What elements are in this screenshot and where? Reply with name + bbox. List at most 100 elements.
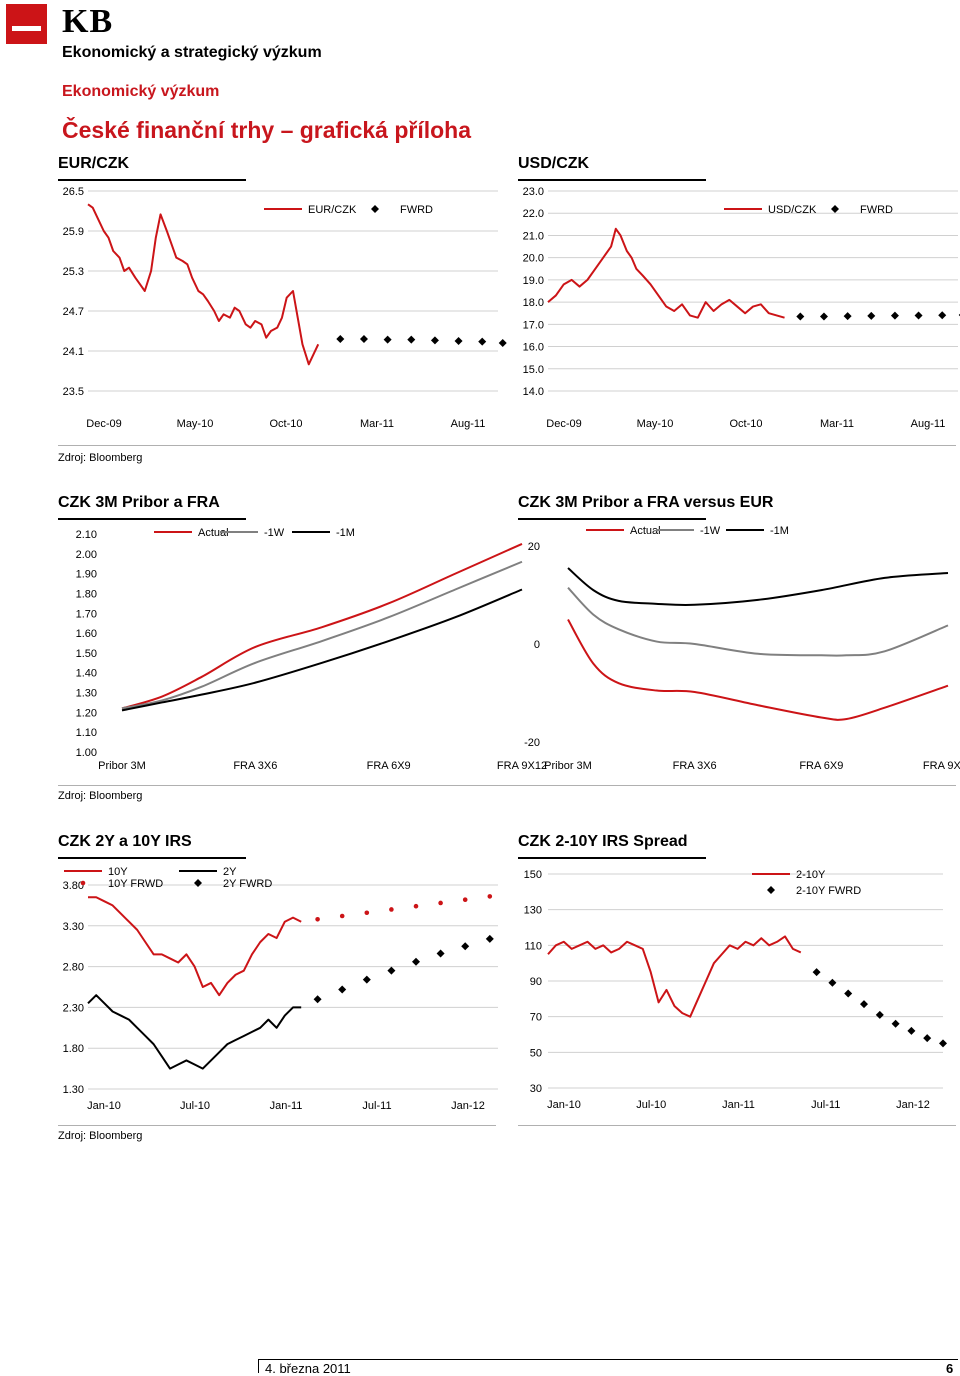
y-tick-label: 26.5	[63, 186, 84, 198]
data-point	[875, 1010, 884, 1019]
data-point	[454, 337, 463, 345]
page-number: 6	[946, 1361, 954, 1376]
x-tick-label: FRA 3X6	[233, 760, 277, 772]
y-tick-label: 2.80	[63, 962, 84, 974]
legend-symbol	[371, 205, 379, 213]
x-tick-label: FRA 6X9	[799, 760, 843, 772]
series-line	[121, 560, 523, 710]
chart-title: CZK 2-10Y IRS Spread	[518, 833, 688, 850]
data-point	[819, 312, 828, 321]
data-point	[412, 957, 420, 966]
y-tick-label: 1.30	[76, 688, 97, 700]
y-tick-label: 130	[524, 905, 542, 917]
panel-eurczk: EUR/CZK 26.5 25.9 25.3 24.7 24.1 23.5 Dec-09 Ma…	[58, 155, 507, 445]
divider	[58, 785, 956, 786]
source-note: Zdroj: Bloomberg	[58, 1130, 143, 1142]
data-point	[362, 975, 371, 984]
x-tick-label: Oct-10	[269, 418, 302, 430]
x-tick-label: FRA 6X9	[367, 760, 411, 772]
data-point	[413, 903, 419, 909]
series--1w	[567, 586, 949, 657]
x-tick-label: May-10	[637, 418, 674, 430]
data-point	[339, 913, 345, 919]
series-line	[87, 994, 302, 1070]
data-point	[462, 897, 468, 902]
title-underline	[518, 179, 706, 181]
y-tick-label: 24.1	[63, 346, 84, 358]
series-line	[567, 619, 949, 721]
legend: 2-10Y 2-10Y FWRD	[752, 869, 861, 897]
series-line	[547, 935, 802, 1018]
y-tick-label: 23.5	[63, 386, 84, 398]
legend-label: EUR/CZK	[308, 204, 357, 216]
y-tick-label: 15.0	[523, 364, 544, 376]
data-point	[338, 985, 347, 994]
data-point	[389, 907, 394, 912]
source-note: Zdroj: Bloomberg	[58, 452, 143, 464]
legend-label: 2-10Y FWRD	[796, 885, 861, 897]
legend-label: 10Y FRWD	[108, 878, 163, 890]
series-line	[87, 203, 320, 366]
data-point	[438, 900, 443, 906]
y-tick-label: 16.0	[523, 342, 544, 354]
data-point	[359, 335, 368, 343]
x-tick-label: Jul-10	[180, 1100, 210, 1112]
data-point	[498, 339, 507, 347]
y-tick-label: 17.0	[523, 319, 544, 331]
chart-title: CZK 3M Pribor a FRA	[58, 494, 220, 511]
panel-irs: CZK 2Y a 10Y IRS 3.80 3.30 2.80 2.30 1.80 1.3…	[58, 833, 498, 1127]
page-title: České finanční trhy – grafická příloha	[62, 117, 472, 143]
series--1w	[121, 560, 523, 710]
x-tick-label: Jul-11	[811, 1099, 840, 1111]
x-tick-label: Aug-11	[451, 418, 486, 430]
data-point	[860, 1000, 868, 1009]
y-tick-label: 1.70	[76, 608, 97, 620]
series-eur-czk	[87, 203, 320, 366]
x-tick-label: Jan-10	[547, 1099, 581, 1111]
y-tick-label: 1.10	[76, 727, 97, 739]
y-tick-label: 110	[524, 940, 542, 952]
series-2y	[87, 994, 302, 1070]
y-tick-label: 20	[528, 541, 540, 553]
x-tick-label: Jan-10	[87, 1100, 121, 1112]
chart-title: USD/CZK	[518, 155, 590, 172]
chart-spread: 150 130 110 90 70 50 30 Jan-10 Jul-10 Jan-11 Jul-1…	[518, 863, 956, 1123]
legend-label: -1W	[700, 525, 721, 537]
data-point	[487, 894, 493, 899]
kb-logo-text: KB	[62, 3, 114, 40]
gridlines	[88, 884, 498, 1090]
legend-label: 2Y	[223, 866, 237, 878]
y-tick-label: 2.30	[63, 1002, 84, 1014]
series-usd-czk	[547, 227, 785, 319]
chart-title: CZK 2Y a 10Y IRS	[58, 833, 192, 850]
y-tick-label: 25.9	[63, 226, 84, 238]
series-10y	[88, 896, 302, 997]
data-point	[843, 312, 852, 321]
y-tick-label: 1.90	[76, 569, 97, 581]
y-tick-label: 30	[530, 1083, 542, 1095]
y-tick-label: 23.0	[523, 186, 544, 198]
title-underline	[58, 518, 246, 520]
chart-usdczk: 23.0 22.0 21.0 20.0 19.0 18.0 17.0 16.0 15.0 14.0…	[518, 186, 960, 441]
chart-title: EUR/CZK	[58, 155, 130, 172]
chart-pribor-eur: 20 0 -20 Pribor 3M FRA 3X6 FRA 6X9 FRA 9X12 Act…	[518, 524, 960, 782]
x-tick-label: Mar-11	[360, 418, 394, 430]
data-point	[364, 910, 370, 916]
legend: Actual -1W -1M	[586, 525, 789, 537]
data-point	[436, 949, 445, 958]
footer-rule	[258, 1359, 958, 1360]
series-2-10y-fwrd	[812, 968, 947, 1048]
y-tick-label: 14.0	[523, 386, 544, 398]
data-point	[383, 335, 392, 344]
x-tick-label: Jan-12	[451, 1100, 485, 1112]
title-underline	[58, 179, 246, 181]
y-tick-label: 150	[524, 869, 542, 881]
gridlines	[548, 873, 943, 1089]
y-tick-label: 1.00	[76, 747, 97, 759]
legend-label: FWRD	[400, 204, 433, 216]
y-tick-label: 21.0	[523, 230, 544, 242]
series-line	[567, 586, 949, 657]
series-line	[567, 567, 949, 607]
source-note: Zdroj: Bloomberg	[58, 790, 143, 802]
